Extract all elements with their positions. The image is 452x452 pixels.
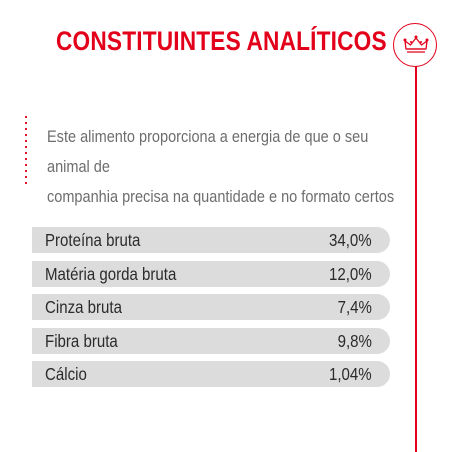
row-value: 7,4% <box>337 297 372 317</box>
table-row: Cinza bruta 7,4% <box>32 294 390 320</box>
page-title: CONSTITUINTES ANALÍTICOS <box>56 26 387 56</box>
brand-badge <box>393 23 437 67</box>
dotted-divider <box>25 114 27 186</box>
description-line-1: Este alimento proporciona a energia de q… <box>47 128 369 176</box>
crown-icon <box>403 35 429 53</box>
table-row: Cálcio 1,04% <box>32 361 390 387</box>
table-row: Matéria gorda bruta 12,0% <box>32 260 390 287</box>
constituents-table: Proteína bruta 34,0% Matéria gorda bruta… <box>32 227 390 395</box>
row-value: 9,8% <box>337 330 372 351</box>
row-value: 1,04% <box>329 364 372 384</box>
row-label: Matéria gorda bruta <box>45 263 177 284</box>
row-label: Cinza bruta <box>45 297 122 317</box>
row-label: Proteína bruta <box>45 230 141 250</box>
row-value: 12,0% <box>329 263 372 284</box>
row-value: 34,0% <box>329 230 372 250</box>
description-line-2: companhia precisa na quantidade e no for… <box>47 188 395 206</box>
accent-vertical-line <box>415 66 417 452</box>
table-row: Proteína bruta 34,0% <box>32 227 390 253</box>
row-label: Cálcio <box>45 364 87 384</box>
description: Este alimento proporciona a energia de q… <box>47 122 408 212</box>
row-label: Fibra bruta <box>45 330 118 351</box>
table-row: Fibra bruta 9,8% <box>32 327 390 354</box>
